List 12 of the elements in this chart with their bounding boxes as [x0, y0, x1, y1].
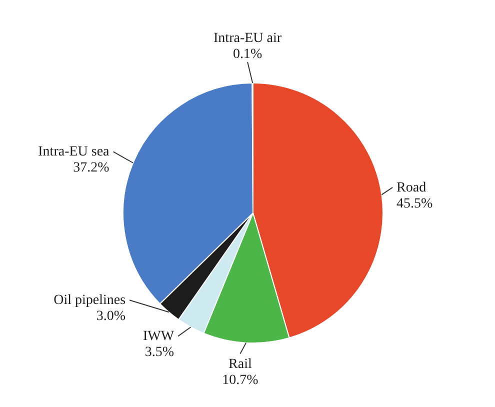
data-label: 10.7% [222, 372, 259, 388]
slice-label: Road [396, 180, 426, 196]
data-label: 0.1% [232, 47, 262, 62]
data-label: 37.2% [73, 160, 110, 176]
data-label: 3.5% [144, 345, 174, 360]
data-label: 3.0% [96, 309, 126, 324]
slice-label: Intra-EU sea [38, 144, 110, 160]
slice-label: Intra-EU air [214, 31, 282, 46]
data-label: 45.5% [396, 196, 434, 212]
slice-label: IWW [142, 329, 175, 344]
slice-label: Rail [228, 356, 252, 372]
slice-label: Oil pipelines [54, 293, 126, 308]
